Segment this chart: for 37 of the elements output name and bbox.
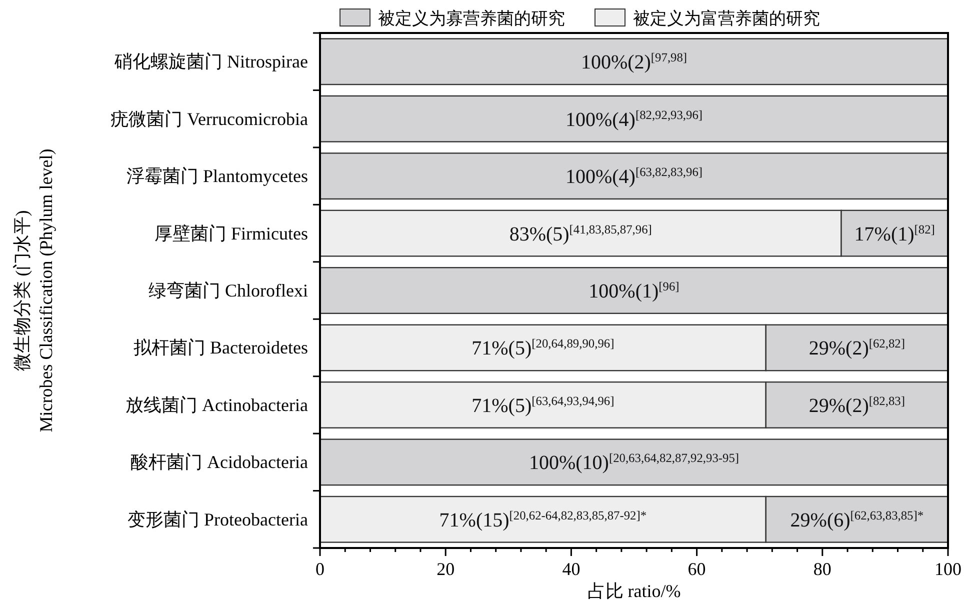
- data-label: 29%(2)$^{[62,82]}$: [808, 336, 906, 360]
- y-tick-label: 酸杆菌门 Acidobacteria: [130, 452, 308, 472]
- x-tick-label: 100: [934, 559, 962, 579]
- y-tick-label: 浮霉菌门 Plantomycetes: [126, 166, 308, 186]
- data-label: 100%(2)$^{[97,98]}$: [580, 50, 688, 74]
- y-tick-label: 拟杆菌门 Bacteroidetes: [134, 338, 308, 358]
- data-label: 29%(2)$^{[82,83]}$: [808, 394, 906, 417]
- y-tick-label: 疣微菌门 Verrucomicrobia: [110, 108, 308, 129]
- y-tick-label: 绿弯菌门 Chloroflexi: [148, 280, 308, 300]
- data-label: 71%(5)$^{[20,64,89,90,96]}$: [472, 336, 614, 360]
- bar: [319, 438, 949, 486]
- data-label: 100%(10)$^{[20,63,64,82,87,92,93-95]}$: [528, 451, 740, 474]
- data-label: 71%(15)$^{[20,62-64,82,83,85,87-92]*}$: [439, 508, 647, 532]
- legend-label: 被定义为寡营养菌的研究: [378, 9, 565, 28]
- legend-label: 被定义为富营养菌的研究: [633, 9, 820, 28]
- x-tick-label: 60: [688, 559, 706, 579]
- bar: [319, 267, 949, 314]
- bar: [319, 38, 949, 86]
- data-label: 83%(5)$^{[41,83,85,87,96]}$: [509, 222, 652, 246]
- y-tick-label: 变形菌门 Proteobacteria: [128, 509, 308, 530]
- x-tick-label: 0: [316, 559, 324, 579]
- x-tick-label: 40: [562, 559, 580, 579]
- data-label: 100%(1)$^{[96]}$: [588, 280, 680, 302]
- data-label: 71%(5)$^{[63,64,93,94,96]}$: [472, 394, 614, 417]
- data-label: 100%(4)$^{[63,82,83,96]}$: [565, 165, 703, 188]
- data-label: 100%(4)$^{[82,92,93,96]}$: [565, 108, 703, 131]
- data-label: 29%(6)$^{[62,63,83,85]*}$: [790, 508, 924, 532]
- y-axis-title: 微生物分类 (门水平) Microbes Classification (Phylum level): [12, 148, 56, 432]
- x-tick-label: 80: [813, 559, 832, 579]
- y-tick-label: 放线菌门 Actinobacteria: [126, 394, 308, 415]
- bar: [319, 95, 949, 142]
- y-tick-label: 硝化螺旋菌门 Nitrospirae: [114, 52, 308, 72]
- data-label: 17%(1)$^{[82]}$: [854, 222, 935, 246]
- bar: [319, 152, 949, 200]
- x-tick-label: 20: [436, 559, 455, 579]
- x-axis-title: 占比 ratio/%: [587, 581, 681, 601]
- y-tick-label: 厚壁菌门 Firmicutes: [154, 223, 308, 244]
